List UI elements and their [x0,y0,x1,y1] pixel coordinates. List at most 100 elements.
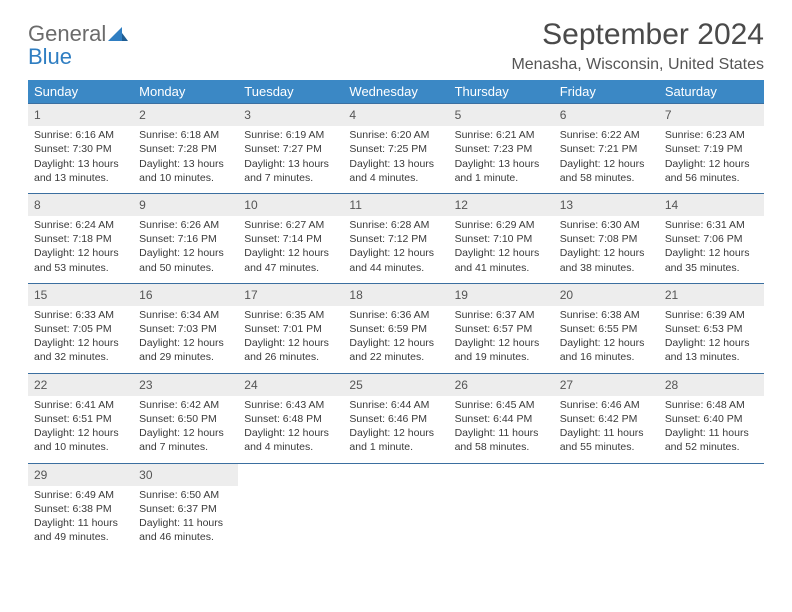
sunset-text: Sunset: 6:44 PM [455,412,548,426]
day-info-cell: Sunrise: 6:35 AMSunset: 7:01 PMDaylight:… [238,306,343,373]
weekday-header: Sunday [28,80,133,104]
daylight-text-2: and 35 minutes. [665,261,758,275]
daylight-text-2: and 4 minutes. [349,171,442,185]
day-info-row: Sunrise: 6:33 AMSunset: 7:05 PMDaylight:… [28,306,764,373]
day-info-row: Sunrise: 6:24 AMSunset: 7:18 PMDaylight:… [28,216,764,283]
empty-cell [659,486,764,553]
day-info-cell: Sunrise: 6:39 AMSunset: 6:53 PMDaylight:… [659,306,764,373]
weekday-header: Monday [133,80,238,104]
day-number-cell: 18 [343,283,448,306]
daylight-text-2: and 7 minutes. [244,171,337,185]
day-number-cell: 4 [343,104,448,127]
sunset-text: Sunset: 6:57 PM [455,322,548,336]
day-info-cell: Sunrise: 6:16 AMSunset: 7:30 PMDaylight:… [28,126,133,193]
sunset-text: Sunset: 7:21 PM [560,142,653,156]
sunset-text: Sunset: 7:06 PM [665,232,758,246]
day-info-row: Sunrise: 6:16 AMSunset: 7:30 PMDaylight:… [28,126,764,193]
sunrise-text: Sunrise: 6:29 AM [455,218,548,232]
day-info-cell: Sunrise: 6:20 AMSunset: 7:25 PMDaylight:… [343,126,448,193]
sunrise-text: Sunrise: 6:36 AM [349,308,442,322]
day-info-cell: Sunrise: 6:22 AMSunset: 7:21 PMDaylight:… [554,126,659,193]
sunrise-text: Sunrise: 6:49 AM [34,488,127,502]
day-number-cell: 24 [238,373,343,396]
daylight-text-1: Daylight: 12 hours [665,336,758,350]
sunset-text: Sunset: 6:46 PM [349,412,442,426]
day-info-cell: Sunrise: 6:49 AMSunset: 6:38 PMDaylight:… [28,486,133,553]
daylight-text-1: Daylight: 12 hours [244,246,337,260]
daylight-text-2: and 29 minutes. [139,350,232,364]
sunset-text: Sunset: 7:03 PM [139,322,232,336]
daylight-text-1: Daylight: 12 hours [244,336,337,350]
daylight-text-2: and 49 minutes. [34,530,127,544]
sunrise-text: Sunrise: 6:19 AM [244,128,337,142]
daylight-text-2: and 52 minutes. [665,440,758,454]
empty-cell [659,463,764,486]
daylight-text-1: Daylight: 12 hours [349,426,442,440]
day-info-cell: Sunrise: 6:33 AMSunset: 7:05 PMDaylight:… [28,306,133,373]
daylight-text-2: and 55 minutes. [560,440,653,454]
sunset-text: Sunset: 6:48 PM [244,412,337,426]
weekday-header-row: Sunday Monday Tuesday Wednesday Thursday… [28,80,764,104]
day-info-row: Sunrise: 6:41 AMSunset: 6:51 PMDaylight:… [28,396,764,463]
daylight-text-2: and 47 minutes. [244,261,337,275]
day-number-cell: 12 [449,193,554,216]
day-number-row: 15161718192021 [28,283,764,306]
daylight-text-1: Daylight: 12 hours [560,336,653,350]
daylight-text-2: and 44 minutes. [349,261,442,275]
daylight-text-1: Daylight: 11 hours [34,516,127,530]
daylight-text-1: Daylight: 11 hours [665,426,758,440]
empty-cell [554,463,659,486]
sunset-text: Sunset: 7:19 PM [665,142,758,156]
day-number-cell: 23 [133,373,238,396]
daylight-text-2: and 10 minutes. [139,171,232,185]
sunrise-text: Sunrise: 6:37 AM [455,308,548,322]
sunset-text: Sunset: 7:14 PM [244,232,337,246]
day-info-cell: Sunrise: 6:45 AMSunset: 6:44 PMDaylight:… [449,396,554,463]
daylight-text-1: Daylight: 12 hours [455,336,548,350]
daylight-text-1: Daylight: 12 hours [560,246,653,260]
daylight-text-1: Daylight: 11 hours [560,426,653,440]
daylight-text-2: and 26 minutes. [244,350,337,364]
sunrise-text: Sunrise: 6:39 AM [665,308,758,322]
day-number-cell: 14 [659,193,764,216]
day-number-cell: 16 [133,283,238,306]
daylight-text-2: and 53 minutes. [34,261,127,275]
day-number-row: 22232425262728 [28,373,764,396]
sunrise-text: Sunrise: 6:45 AM [455,398,548,412]
sunrise-text: Sunrise: 6:27 AM [244,218,337,232]
sunrise-text: Sunrise: 6:35 AM [244,308,337,322]
daylight-text-1: Daylight: 11 hours [455,426,548,440]
day-number-row: 2930 [28,463,764,486]
daylight-text-2: and 58 minutes. [560,171,653,185]
weekday-header: Friday [554,80,659,104]
daylight-text-1: Daylight: 13 hours [244,157,337,171]
sunrise-text: Sunrise: 6:34 AM [139,308,232,322]
empty-cell [554,486,659,553]
daylight-text-2: and 10 minutes. [34,440,127,454]
calendar-page: General Blue September 2024 Menasha, Wis… [0,0,792,562]
day-number-cell: 10 [238,193,343,216]
sunrise-text: Sunrise: 6:23 AM [665,128,758,142]
day-info-cell: Sunrise: 6:30 AMSunset: 7:08 PMDaylight:… [554,216,659,283]
calendar-table: Sunday Monday Tuesday Wednesday Thursday… [28,80,764,552]
sunrise-text: Sunrise: 6:50 AM [139,488,232,502]
sunset-text: Sunset: 6:40 PM [665,412,758,426]
empty-cell [343,463,448,486]
sunset-text: Sunset: 6:37 PM [139,502,232,516]
daylight-text-2: and 19 minutes. [455,350,548,364]
daylight-text-1: Daylight: 13 hours [139,157,232,171]
logo-sail-icon [108,22,128,45]
day-info-cell: Sunrise: 6:36 AMSunset: 6:59 PMDaylight:… [343,306,448,373]
day-number-cell: 11 [343,193,448,216]
day-info-cell: Sunrise: 6:24 AMSunset: 7:18 PMDaylight:… [28,216,133,283]
daylight-text-2: and 50 minutes. [139,261,232,275]
sunrise-text: Sunrise: 6:44 AM [349,398,442,412]
day-info-cell: Sunrise: 6:28 AMSunset: 7:12 PMDaylight:… [343,216,448,283]
daylight-text-2: and 46 minutes. [139,530,232,544]
day-number-cell: 8 [28,193,133,216]
daylight-text-2: and 4 minutes. [244,440,337,454]
day-number-row: 891011121314 [28,193,764,216]
day-number-cell: 30 [133,463,238,486]
day-number-row: 1234567 [28,104,764,127]
sunrise-text: Sunrise: 6:21 AM [455,128,548,142]
